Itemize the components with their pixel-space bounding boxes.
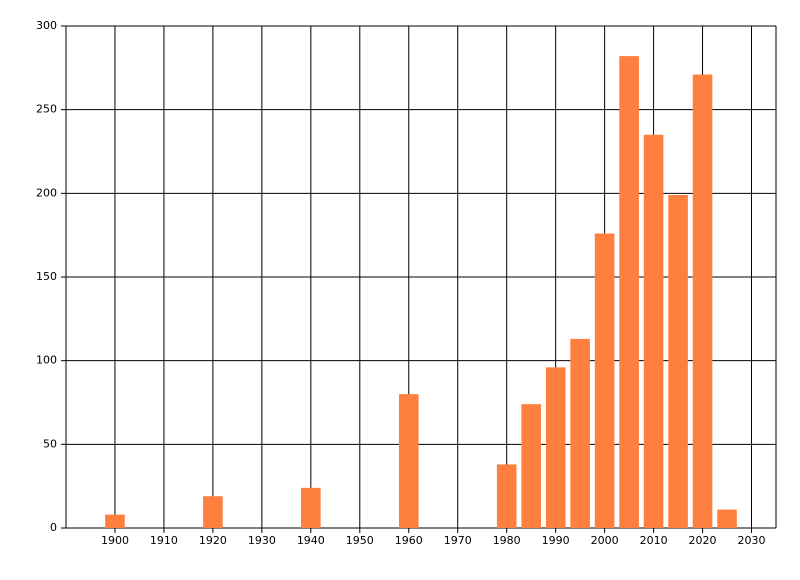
bar — [398, 394, 419, 528]
x-tick-label: 2000 — [591, 534, 619, 547]
x-tick-label: 1970 — [444, 534, 472, 547]
bar — [594, 233, 615, 528]
x-tick-label: 2010 — [640, 534, 668, 547]
x-tick-label: 1950 — [346, 534, 374, 547]
y-tick-label: 250 — [36, 103, 57, 116]
bar — [105, 514, 125, 528]
x-tick-label: 1940 — [297, 534, 325, 547]
bar — [203, 496, 223, 528]
bar — [570, 338, 590, 528]
x-tick-label: 1930 — [248, 534, 276, 547]
y-tick-label: 200 — [36, 186, 57, 199]
bar — [717, 509, 737, 528]
x-tick-label: 1900 — [101, 534, 129, 547]
bar — [643, 134, 664, 528]
y-tick-label: 50 — [43, 437, 57, 450]
bar — [521, 404, 541, 528]
bar — [619, 56, 639, 529]
bar — [496, 464, 517, 528]
bar — [301, 487, 321, 528]
x-tick-label: 2020 — [689, 534, 717, 547]
bar — [668, 195, 688, 529]
x-tick-label: 1920 — [199, 534, 227, 547]
y-tick-label: 300 — [36, 19, 57, 32]
x-tick-label: 1980 — [493, 534, 521, 547]
y-tick-label: 100 — [36, 354, 57, 367]
x-tick-label: 2030 — [738, 534, 766, 547]
x-tick-label: 1960 — [395, 534, 423, 547]
x-tick-label: 1990 — [542, 534, 570, 547]
y-tick-label: 0 — [50, 521, 57, 534]
bar — [692, 74, 713, 528]
y-tick-label: 150 — [36, 270, 57, 283]
x-tick-label: 1910 — [150, 534, 178, 547]
bar — [545, 367, 566, 528]
